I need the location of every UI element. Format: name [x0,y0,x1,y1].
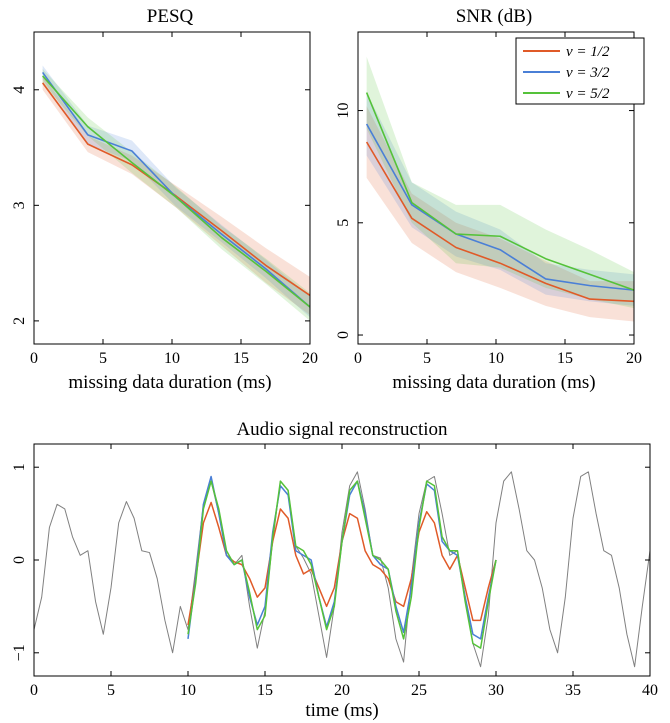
audio-xtick-label: 15 [257,682,273,699]
audio-ytick-label: 0 [11,556,28,564]
pesq-band-2 [42,68,310,321]
audio-panel: Audio signal reconstruction time (ms) 0 5… [11,419,658,721]
pesq-ytick-label: 2 [11,317,28,325]
pesq-xtick-label: 0 [30,350,38,367]
legend-label-nu-1-2: ν = 1/2 [566,44,610,60]
pesq-xtick-label: 20 [302,350,318,367]
audio-xtick-label: 30 [488,682,504,699]
snr-ytick-label: 5 [335,219,352,227]
audio-series-line-0 [33,471,651,668]
snr-ytick-label: 0 [335,331,352,339]
audio-ytick-label: −1 [11,644,28,661]
audio-xtick-label: 25 [411,682,427,699]
snr-series-line-1 [365,123,635,291]
pesq-ytick-label: 4 [11,86,28,94]
snr-xtick-label: 0 [354,350,362,367]
snr-xlabel: missing data duration (ms) [392,372,595,393]
pesq-xtick-label: 15 [233,350,249,367]
snr-xtick-label: 5 [423,350,431,367]
legend: ν = 1/2 ν = 3/2 ν = 5/2 [515,37,645,105]
audio-xtick-label: 20 [334,682,350,699]
snr-xtick-label: 10 [488,350,504,367]
audio-xtick-label: 35 [565,682,581,699]
snr-xtick-label: 15 [557,350,573,367]
audio-xtick-label: 0 [30,682,38,699]
pesq-panel: PESQ missing data duration (ms) 0 5 10 15 20… [11,6,318,393]
legend-label-nu-5-2: ν = 5/2 [566,86,610,102]
pesq-title: PESQ [147,6,194,27]
snr-panel: SNR (dB) missing data duration (ms) 0 5 10… [335,6,642,393]
snr-xtick-label: 20 [626,350,642,367]
audio-series-line-2 [187,475,497,640]
audio-ytick-label: 1 [11,463,28,471]
snr-title: SNR (dB) [456,6,533,27]
pesq-ytick-label: 3 [11,201,28,209]
audio-xlabel: time (ms) [305,700,378,721]
audio-title: Audio signal reconstruction [236,419,448,440]
audio-xtick-label: 5 [107,682,115,699]
snr-band-2 [366,56,634,309]
pesq-series-line-2 [42,75,311,308]
legend-label-nu-3-2: ν = 3/2 [566,65,610,81]
snr-ytick-label: 10 [335,103,352,119]
pesq-xtick-label: 10 [164,350,180,367]
audio-axes-frame [33,443,651,677]
audio-xtick-label: 10 [180,682,196,699]
audio-series-line-3 [187,480,497,649]
snr-series-line-2 [365,92,635,291]
pesq-xtick-label: 5 [99,350,107,367]
pesq-xlabel: missing data duration (ms) [68,372,271,393]
audio-xtick-label: 40 [642,682,658,699]
snr-series-line-0 [365,141,635,303]
